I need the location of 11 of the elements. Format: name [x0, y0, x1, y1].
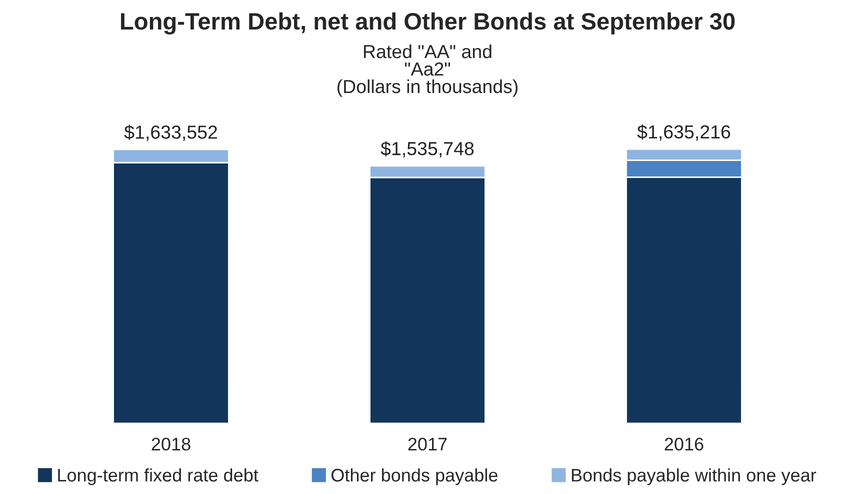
annotation: $1,535,748	[380, 141, 474, 158]
x-tick-label: 2017	[408, 438, 447, 451]
legend-label: Long-term fixed rate debt	[58, 468, 258, 486]
chart-subtitle: Rated "AA" and "Aa2" (Dollars in thousands)	[337, 44, 518, 97]
legend-label: Other bonds payable	[331, 468, 498, 486]
x-tick-label: 2018	[152, 438, 190, 451]
x-tick-label: 2016	[664, 438, 704, 451]
chart-title: Long-Term Debt, net and Other Bonds at September 30	[121, 12, 735, 34]
annotation: $1,633,552	[124, 124, 217, 142]
annotation: $1,635,216	[637, 124, 730, 141]
legend-label: Bonds payable within one year	[572, 468, 816, 486]
